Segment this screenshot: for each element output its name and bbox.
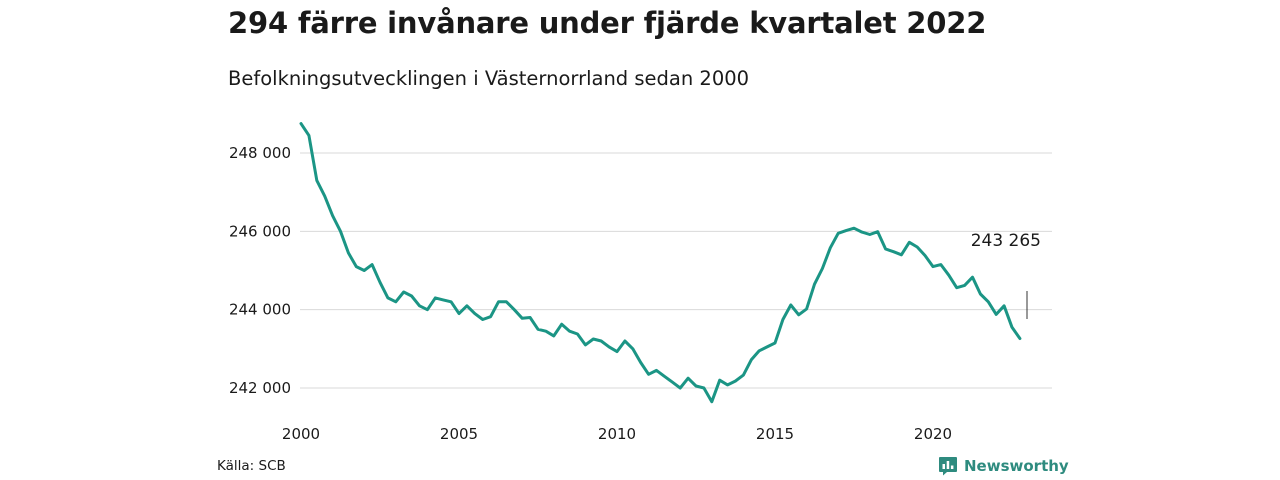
x-tick-label: 2000 — [282, 425, 320, 443]
chart-title: 294 färre invånare under fjärde kvartale… — [228, 6, 987, 40]
annotation-label: 243 265 — [971, 231, 1041, 251]
y-tick-label: 246 000 — [229, 222, 291, 240]
y-tick-label: 244 000 — [229, 301, 291, 319]
brand-name: Newsworthy — [964, 457, 1069, 475]
x-tick-label: 2005 — [440, 425, 478, 443]
y-tick-label: 242 000 — [229, 379, 291, 397]
series-line — [299, 122, 1022, 404]
series-layer — [299, 122, 1022, 404]
line-chart: 242 000 244 000 246 000 248 000 2000 2005 201… — [229, 122, 1052, 443]
x-tick-label: 2015 — [756, 425, 794, 443]
brand-logo: Newsworthy — [938, 456, 1069, 476]
bar-chart-speech-icon — [939, 457, 957, 476]
x-axis-tick-labels: 2000 2005 2010 2015 2020 — [282, 425, 952, 443]
y-axis-tick-labels: 242 000 244 000 246 000 248 000 — [229, 144, 291, 397]
source-credit: Källa: SCB — [217, 458, 286, 474]
x-tick-label: 2010 — [598, 425, 636, 443]
gridlines — [300, 152, 1052, 389]
chart-subtitle: Befolkningsutvecklingen i Västernorrland… — [228, 67, 750, 90]
value-annotation: 243 265 — [971, 231, 1041, 319]
y-tick-label: 248 000 — [229, 144, 291, 162]
x-tick-label: 2020 — [914, 425, 952, 443]
